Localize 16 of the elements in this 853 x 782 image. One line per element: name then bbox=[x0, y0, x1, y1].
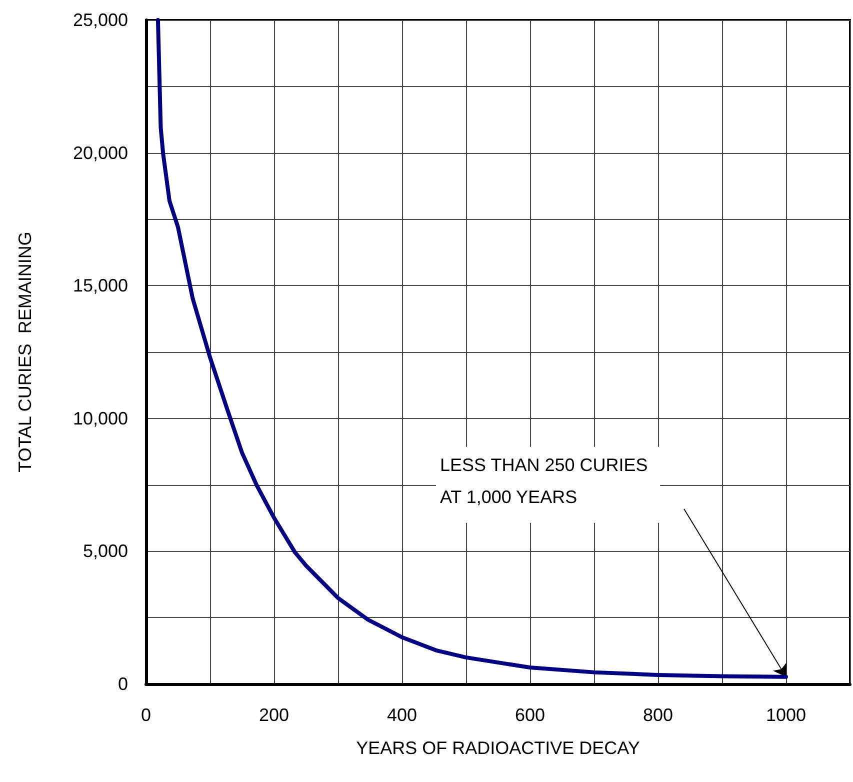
line-series bbox=[156, 18, 788, 679]
y-tick-label: 20,000 bbox=[72, 142, 128, 163]
x-tick-label: 800 bbox=[642, 705, 674, 725]
x-tick-label: 600 bbox=[514, 705, 546, 725]
y-tick-label: 0 bbox=[118, 674, 128, 694]
x-tick-label: 400 bbox=[386, 705, 418, 725]
y-tick-label: 15,000 bbox=[72, 276, 128, 296]
x-axis-title: YEARS OF RADIOACTIVE DECAY bbox=[356, 738, 640, 758]
y-tick-label: 10,000 bbox=[72, 408, 128, 428]
x-tick-label: 1000 bbox=[766, 705, 806, 725]
y-tick-label: 5,000 bbox=[82, 541, 128, 562]
annotation: LESS THAN 250 CURIES AT 1,000 YEARS bbox=[440, 454, 648, 507]
y-axis-title: TOTAL CURIES REMAINING bbox=[15, 232, 35, 472]
y-tick-label: 25,000 bbox=[72, 10, 128, 30]
x-tick-label: 200 bbox=[258, 705, 290, 725]
x-tick-label: 0 bbox=[140, 705, 152, 725]
